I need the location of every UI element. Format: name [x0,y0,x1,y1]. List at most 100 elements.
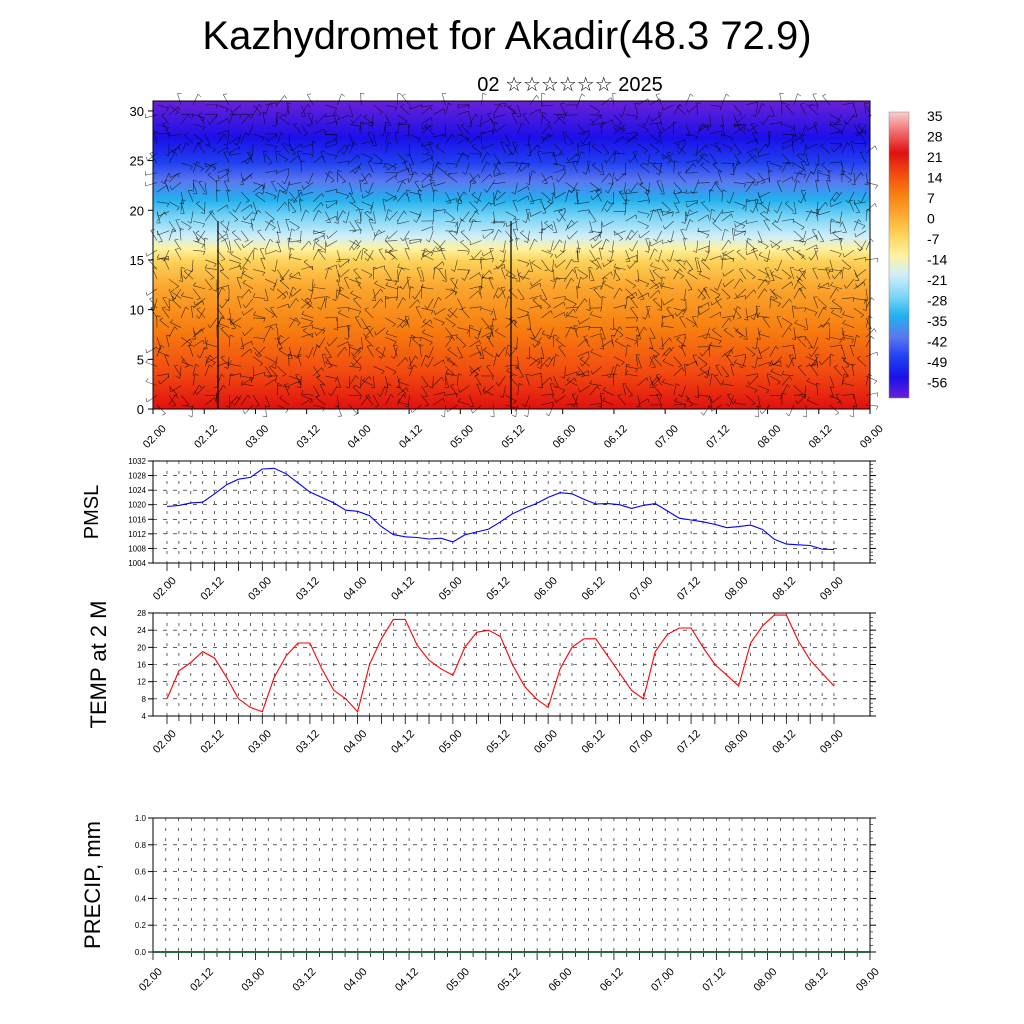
wind-barb [625,365,638,370]
wind-barb [625,192,628,205]
wind-barb [192,384,200,396]
wind-barb [651,114,662,122]
x-tick-label: 04.00 [342,966,370,994]
wind-barb-feather [653,354,657,358]
wind-barb-feather [274,338,279,340]
wind-barb-feather [314,331,317,336]
wind-barb-feather [364,336,369,339]
wind-barb [613,288,620,299]
heatmap-x-axis: 02.00 02.12 03.00 03.12 04.00 04.12 05.00 05.12… [141,409,886,451]
wind-barb [337,160,350,164]
wind-barb [777,259,783,272]
wind-barb-feather [760,201,765,204]
wind-barb-feather [499,259,504,263]
wind-barb-feather [796,152,801,156]
wind-barb [336,395,340,408]
wind-barb-feather [443,359,445,364]
wind-barb-feather [785,201,789,204]
wind-barb-feather [653,238,657,242]
wind-barb-feather [202,193,207,195]
wind-barb [841,373,845,386]
wind-barb [240,191,250,201]
wind-barb-feather [326,342,330,347]
wind-barb-feather [326,296,331,299]
wind-barb-feather [358,311,362,315]
wind-barb-feather [671,212,674,217]
wind-barb-feather [841,170,846,172]
wind-barb [577,209,590,212]
wind-barb-feather [276,112,281,114]
wind-barb [220,270,230,280]
wind-barb [293,191,302,202]
wind-barb-feather [306,123,311,127]
wind-barb [505,143,513,154]
wind-barb [757,361,770,367]
wind-barb [421,336,433,343]
wind-barb [579,317,590,325]
wind-barb [805,211,818,214]
wind-barb [814,248,819,260]
wind-barb [637,143,648,151]
wind-barb-feather [469,324,474,327]
wind-barb-feather [794,136,797,141]
wind-barb-feather [855,134,860,136]
wind-barb-feather [306,305,311,309]
wind-barb-feather [704,288,708,293]
wind-barb-feather [640,162,644,166]
wind-barb-feather [556,113,561,117]
wind-barb [589,123,602,125]
wind-barb-feather [677,191,682,194]
wind-barb [433,376,443,386]
wind-barb [316,114,326,124]
wind-barb [589,104,600,112]
wind-barb [736,251,747,261]
wind-barb-feather [430,310,434,315]
wind-barb [228,334,231,347]
wind-barb [327,230,338,239]
wind-barb-feather [838,253,842,258]
x-tick-label: 02.00 [151,575,179,603]
wind-barb [841,366,849,377]
wind-barb-feather [479,154,482,158]
wind-barb-feather [156,315,161,318]
wind-barb-feather [317,248,322,251]
wind-barb-feather [405,154,410,156]
wind-barb-feather [558,151,563,155]
wind-barb-feather [564,277,566,282]
wind-barb-feather [722,282,725,287]
wind-barb [477,327,482,340]
wind-barb [281,143,290,154]
wind-barb-feather [616,364,621,367]
wind-barb-feather [221,374,225,378]
wind-barb [433,398,444,406]
wind-barb-feather [483,347,487,351]
wind-barb-feather [470,179,475,183]
wind-barb-feather [718,340,722,345]
wind-barb [469,366,479,375]
wind-barb-feather [318,210,322,214]
wind-barb [457,104,470,109]
wind-barb [204,143,216,150]
wind-barb-feather [359,179,364,182]
wind-barb [647,153,650,166]
wind-barb [541,375,543,388]
wind-barb-feather [259,363,263,367]
wind-barb-feather [800,227,805,231]
wind-barb [445,356,456,365]
wind-barb [601,119,613,125]
wind-barb [685,159,698,164]
wind-barb-feather [223,384,227,389]
wind-barb [373,366,385,372]
wind-barb [457,110,469,115]
wind-barb [835,394,843,406]
wind-barb-feather [175,248,180,250]
wind-barb-feather [653,384,658,387]
wind-barb [240,348,251,357]
wind-barb-feather [625,189,627,194]
y-tick-label: 25 [130,154,144,169]
wind-barb-feather [335,317,338,322]
wind-barb-feather [348,325,350,330]
wind-barb-feather [341,151,345,155]
wind-barb-feather [195,363,200,367]
wind-barb [457,152,464,164]
